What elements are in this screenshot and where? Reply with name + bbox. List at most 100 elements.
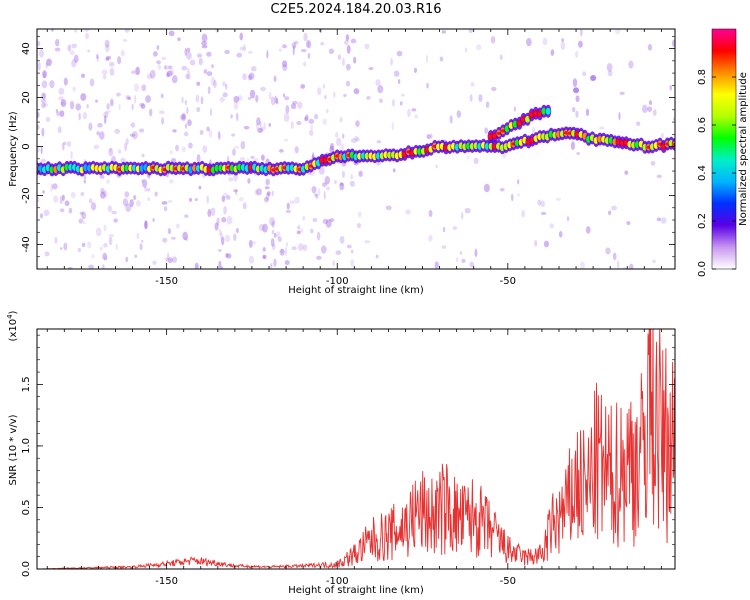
noise-speckle	[308, 118, 315, 124]
noise-speckle	[206, 71, 213, 77]
noise-speckle	[316, 87, 322, 96]
noise-speckle	[207, 208, 212, 218]
noise-speckle	[223, 192, 228, 199]
noise-speckle	[240, 140, 246, 150]
noise-speckle	[117, 56, 122, 65]
noise-speckle	[184, 47, 188, 56]
noise-speckle	[80, 93, 87, 101]
noise-speckle	[577, 40, 583, 48]
noise-speckle	[585, 108, 590, 117]
noise-speckle	[341, 170, 345, 179]
noise-speckle	[167, 228, 172, 235]
noise-speckle	[297, 243, 304, 251]
noise-speckle	[81, 211, 86, 220]
noise-speckle	[337, 54, 341, 61]
noise-speckle	[276, 231, 281, 239]
noise-speckle	[100, 187, 105, 195]
noise-speckle	[114, 128, 121, 134]
noise-speckle	[103, 111, 109, 118]
noise-speckle	[469, 261, 475, 268]
noise-speckle	[39, 213, 44, 219]
noise-speckle	[285, 104, 290, 114]
noise-speckle	[256, 188, 262, 196]
noise-speckle	[641, 104, 648, 114]
x-tick-label: -100	[326, 576, 349, 587]
noise-speckle	[534, 239, 538, 247]
noise-speckle	[169, 179, 174, 184]
noise-speckle	[353, 56, 357, 64]
colorbar-tick-label: 0.0	[697, 261, 708, 277]
y-tick-label: -40	[21, 236, 32, 252]
noise-speckle	[355, 120, 360, 127]
noise-speckle	[342, 133, 345, 139]
noise-speckle	[90, 202, 97, 211]
noise-speckle	[108, 236, 113, 246]
noise-speckle	[59, 208, 65, 213]
noise-speckle	[257, 127, 263, 134]
noise-speckle	[430, 133, 433, 139]
noise-speckle	[78, 112, 81, 121]
noise-speckle	[282, 64, 288, 72]
noise-speckle	[41, 80, 48, 89]
noise-speckle	[647, 43, 653, 51]
noise-speckle	[237, 95, 243, 101]
noise-speckle	[59, 246, 63, 251]
noise-speckle	[615, 29, 621, 35]
noise-speckle	[340, 143, 345, 152]
noise-speckle	[468, 29, 474, 34]
noise-speckle	[339, 236, 345, 244]
noise-speckle	[607, 70, 613, 77]
noise-speckle	[83, 174, 87, 181]
noise-speckle	[133, 195, 137, 201]
noise-speckle	[214, 222, 219, 231]
noise-speckle	[198, 57, 203, 66]
spectrogram-x-label: Height of straight line (km)	[288, 285, 424, 296]
noise-speckle	[42, 71, 46, 79]
noise-speckle	[206, 126, 210, 132]
noise-speckle	[315, 193, 319, 199]
noise-speckle	[95, 99, 98, 103]
noise-speckle	[354, 135, 359, 141]
noise-speckle	[163, 65, 167, 70]
noise-speckle	[69, 50, 75, 56]
noise-speckle	[291, 42, 297, 49]
noise-speckle	[377, 85, 384, 94]
noise-speckle	[105, 55, 112, 60]
noise-speckle	[88, 198, 93, 204]
noise-speckle	[169, 150, 173, 155]
noise-speckle	[120, 157, 126, 164]
noise-speckle	[105, 109, 112, 114]
noise-speckle	[89, 78, 95, 87]
noise-speckle	[226, 156, 230, 163]
noise-speckle	[291, 246, 297, 250]
noise-speckle	[243, 125, 250, 130]
noise-speckle	[475, 44, 482, 51]
snr-y-label: SNR (10 * v/v)	[8, 414, 19, 485]
noise-speckle	[235, 190, 238, 196]
noise-speckle	[43, 209, 50, 217]
noise-speckle	[236, 52, 243, 58]
noise-speckle	[186, 47, 191, 53]
noise-speckle	[368, 66, 374, 71]
noise-speckle	[652, 109, 657, 116]
noise-speckle	[95, 227, 102, 237]
noise-speckle	[181, 65, 188, 71]
noise-speckle	[78, 218, 84, 224]
noise-speckle	[179, 114, 183, 120]
noise-speckle	[270, 263, 273, 269]
noise-speckle	[260, 154, 265, 161]
noise-speckle	[262, 223, 268, 233]
noise-speckle	[171, 75, 178, 84]
noise-speckle	[661, 132, 664, 139]
noise-speckle	[161, 56, 167, 61]
noise-speckle	[129, 199, 134, 208]
noise-speckle	[177, 37, 181, 42]
noise-speckle	[320, 245, 327, 254]
noise-speckle	[302, 244, 308, 251]
noise-speckle	[41, 102, 46, 109]
noise-speckle	[141, 84, 147, 92]
noise-speckle	[67, 266, 74, 269]
y-tick-label: -20	[21, 187, 32, 203]
noise-speckle	[88, 264, 95, 269]
noise-speckle	[221, 236, 225, 246]
